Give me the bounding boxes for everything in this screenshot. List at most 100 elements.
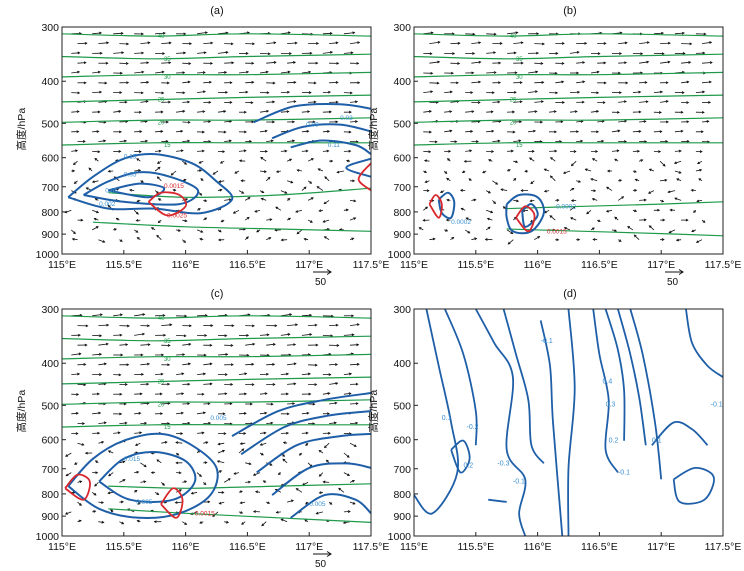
panel-label: (c): [211, 288, 224, 300]
wind-vector: [343, 32, 355, 35]
blue-contour: [271, 123, 372, 140]
wind-vector-head: [336, 344, 340, 347]
x-tick-label: 115.5°E: [105, 541, 142, 553]
wind-vector-head: [696, 199, 700, 203]
wind-vector: [486, 72, 496, 74]
wind-vector: [471, 61, 481, 64]
wind-vector-head: [512, 110, 516, 114]
wind-vector-head: [661, 199, 665, 203]
wind-vector: [156, 459, 162, 464]
wind-vector: [301, 314, 312, 317]
wind-vector-head: [308, 91, 312, 94]
wind-vector-head: [182, 91, 186, 95]
wind-vector-head: [294, 41, 298, 45]
wind-vector-head: [576, 71, 580, 75]
wind-vector-head: [201, 130, 205, 134]
green-contour: [108, 483, 372, 489]
wind-vector-head: [702, 51, 706, 55]
wind-vector: [245, 462, 251, 465]
blue-contour: [444, 308, 478, 446]
blue-contour: [651, 420, 709, 446]
wind-vector: [660, 179, 667, 182]
wind-vector-head: [121, 51, 125, 55]
wind-vector-head: [208, 80, 212, 84]
wind-vector-head: [333, 421, 337, 425]
wind-vector-head: [140, 180, 144, 183]
wind-vector-head: [309, 181, 313, 184]
wind-vector-head: [265, 70, 269, 74]
wind-vector-head: [91, 180, 95, 184]
wind-vector-head: [596, 110, 600, 113]
wind-vector-head: [245, 90, 249, 94]
wind-vector: [98, 324, 109, 326]
wind-vector-head: [618, 91, 622, 95]
wind-vector-head: [437, 60, 441, 64]
wind-vector-head: [529, 199, 533, 203]
wind-vector-head: [224, 392, 228, 396]
reference-vector-label: 50: [667, 277, 679, 288]
x-tick-label: 117.5°E: [705, 259, 742, 271]
wind-vector-head: [212, 172, 216, 175]
wind-vector: [471, 42, 481, 44]
red-contour: [515, 205, 536, 233]
wind-vector: [266, 42, 276, 44]
wind-vector-head: [106, 41, 110, 45]
wind-vector: [140, 100, 148, 103]
wind-vector: [219, 501, 225, 504]
wind-vector: [286, 500, 294, 503]
wind-vector: [245, 81, 254, 84]
wind-vector: [295, 209, 303, 213]
wind-vector-head: [471, 110, 475, 114]
wind-vector: [301, 333, 312, 336]
wind-vector-head: [267, 52, 271, 56]
wind-vector-head: [490, 110, 494, 114]
panel-label: (a): [210, 5, 223, 17]
wind-vector-head: [282, 454, 286, 457]
wind-vector-head: [202, 411, 207, 415]
wind-vector-head: [83, 81, 87, 85]
wind-vector-head: [335, 323, 339, 327]
wind-vector-head: [77, 91, 81, 95]
wind-vector-head: [245, 52, 249, 55]
wind-vector-head: [209, 343, 213, 347]
blue-contour: [539, 320, 564, 537]
wind-vector: [113, 188, 119, 191]
wind-vector-head: [101, 501, 105, 504]
wind-vector-head: [644, 81, 648, 84]
wind-vector-head: [308, 392, 312, 396]
blue-contour-label: 0.09: [306, 122, 319, 129]
wind-vector: [576, 140, 583, 142]
reference-vector-label: 50: [315, 277, 327, 288]
wind-vector-head: [336, 170, 340, 174]
blue-contour: [488, 498, 507, 503]
wind-vector-head: [318, 473, 322, 477]
wind-vector: [322, 130, 330, 133]
wind-vector-head: [282, 441, 286, 445]
wind-vector-head: [695, 240, 699, 243]
wind-vector-head: [335, 100, 339, 104]
wind-vector-head: [648, 168, 652, 172]
wind-vector-head: [680, 129, 684, 133]
wind-vector-head: [634, 209, 638, 213]
wind-vector-head: [351, 314, 355, 318]
wind-vector: [349, 101, 358, 103]
wind-vector-head: [424, 170, 428, 173]
green-contour-label: 35: [164, 57, 171, 63]
wind-vector-head: [473, 198, 477, 202]
wind-vector-head: [305, 501, 309, 505]
y-tick-label: 400: [41, 76, 59, 88]
wind-vector-head: [308, 70, 312, 74]
wind-vector-head: [356, 61, 360, 65]
wind-vector-head: [689, 42, 693, 46]
wind-vector: [287, 61, 296, 64]
wind-vector-head: [204, 461, 208, 465]
wind-vector-head: [470, 91, 474, 94]
wind-vector: [182, 422, 190, 424]
wind-vector-head: [64, 210, 68, 214]
wind-vector-head: [426, 189, 430, 193]
wind-vector: [196, 229, 203, 233]
wind-vector: [681, 81, 689, 84]
wind-vector: [92, 180, 99, 183]
wind-vector-head: [327, 130, 331, 133]
wind-vector: [513, 42, 523, 44]
